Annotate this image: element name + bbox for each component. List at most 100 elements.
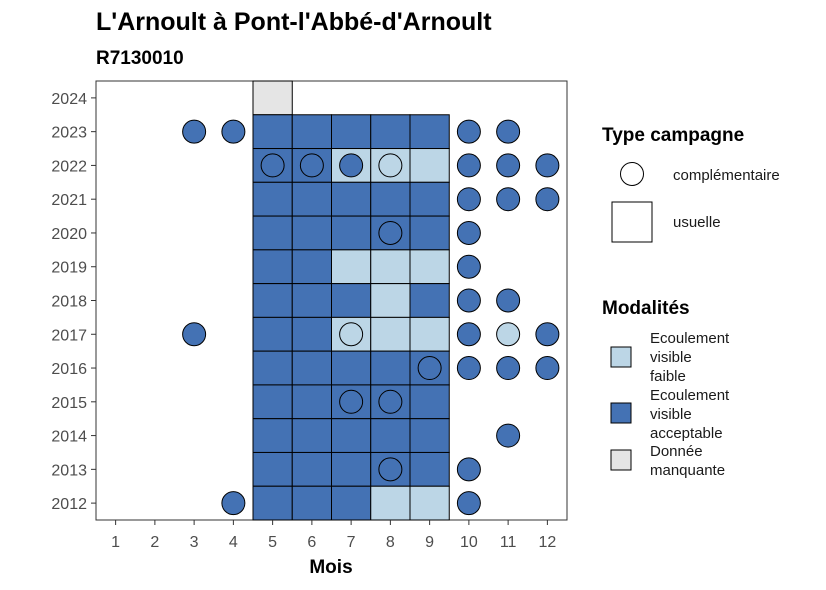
point-2015-7 (339, 389, 364, 414)
tile-2018-9 (409, 283, 450, 318)
point-2017-7 (339, 322, 364, 347)
tile-2014-5 (252, 418, 293, 453)
legend-label-line: visible (650, 349, 692, 366)
tile-2020-6 (291, 215, 332, 251)
legend-label-line: acceptable (650, 425, 723, 442)
y-tick-label-2024: 2024 (51, 91, 87, 108)
x-axis: 1 2 3 4 5 6 7 8 9 10 11 12 (111, 520, 556, 551)
legend-label-donnee-manquante: Donnée manquante (650, 443, 725, 479)
point-2017-11 (496, 322, 521, 347)
y-tick-label-2013: 2013 (51, 462, 87, 479)
point-2014-11 (496, 423, 521, 448)
point-2013-8 (378, 457, 403, 482)
tile-2012-9 (409, 485, 450, 521)
chart-title: L'Arnoult à Pont-l'Abbé-d'Arnoult (96, 8, 492, 36)
tile-2014-9 (409, 418, 450, 453)
legend-modalites-title: Modalités (602, 298, 690, 319)
legend-type-title: Type campagne (602, 125, 744, 146)
point-2021-10 (456, 187, 481, 212)
point-2013-10 (456, 457, 481, 482)
point-2019-10 (456, 254, 481, 279)
tile-2012-7 (331, 485, 372, 521)
y-tick-label-2015: 2015 (51, 395, 87, 412)
legend-label-ecoulement-visible-faible: Ecoulement visible faible (650, 330, 730, 385)
tile-2020-7 (331, 215, 372, 251)
x-tick-label-12: 12 (538, 534, 556, 551)
legend-key-donnee-manquante (610, 449, 632, 471)
tile-2016-7 (331, 350, 372, 386)
tile-2023-9 (409, 114, 450, 150)
x-tick-label-2: 2 (150, 534, 159, 551)
legend-key-ecoulement-visible-faible (610, 346, 632, 368)
point-2017-3 (182, 322, 207, 347)
tile-2014-7 (331, 418, 372, 453)
tile-2023-8 (370, 114, 411, 150)
tile-2019-9 (409, 249, 450, 285)
point-2022-7 (339, 153, 364, 178)
y-tick-label-2018: 2018 (51, 294, 87, 311)
y-tick-label-2019: 2019 (51, 260, 87, 277)
tile-2019-6 (291, 249, 332, 285)
tile-2019-8 (370, 249, 411, 285)
point-layer (182, 119, 560, 516)
y-tick-label-2023: 2023 (51, 125, 87, 142)
x-tick-label-6: 6 (307, 534, 316, 551)
point-2022-11 (496, 153, 521, 178)
point-2023-4 (221, 119, 246, 144)
tile-2013-5 (252, 451, 293, 487)
tile-2017-5 (252, 316, 293, 352)
x-tick-label-11: 11 (500, 534, 517, 551)
tile-2017-8 (370, 316, 411, 352)
point-2022-6 (299, 153, 324, 178)
y-tick-label-2022: 2022 (51, 158, 87, 175)
legend-modalites: Modalités Ecoulement visible faible Ecoulem… (602, 298, 730, 479)
point-2020-8 (378, 220, 403, 245)
legend-label-usuelle: usuelle (673, 214, 721, 231)
tile-2021-8 (370, 181, 411, 217)
y-tick-label-2016: 2016 (51, 361, 87, 378)
point-2018-10 (456, 288, 481, 313)
point-2022-5 (260, 153, 285, 178)
tile-2018-6 (291, 283, 332, 318)
tile-2012-5 (252, 485, 293, 521)
point-2022-8 (378, 153, 403, 178)
tile-2012-6 (291, 485, 332, 521)
x-tick-label-4: 4 (229, 534, 238, 551)
tile-2021-6 (291, 181, 332, 217)
point-2016-9 (417, 356, 442, 381)
tile-2018-5 (252, 283, 293, 318)
tile-2015-5 (252, 384, 293, 420)
point-2012-10 (456, 491, 481, 516)
tile-2024-5 (252, 80, 293, 116)
point-2012-4 (221, 491, 246, 516)
tile-2023-6 (291, 114, 332, 150)
y-axis: 2024 2023 2022 2021 2020 2019 2018 2017 2016 2015… (51, 91, 96, 513)
y-tick-label-2020: 2020 (51, 226, 87, 243)
tile-2013-7 (331, 451, 372, 487)
tile-2016-5 (252, 350, 293, 386)
point-2016-10 (456, 356, 481, 381)
tile-2021-5 (252, 181, 293, 217)
tile-2016-6 (291, 350, 332, 386)
chart-subtitle: R7130010 (96, 48, 184, 69)
tile-2014-8 (370, 418, 411, 453)
legend-key-ecoulement-visible-acceptable (610, 402, 632, 424)
x-tick-label-7: 7 (347, 534, 356, 551)
x-axis-title: Mois (309, 557, 352, 578)
tile-2018-7 (331, 283, 372, 318)
x-tick-label-9: 9 (425, 534, 434, 551)
x-tick-label-10: 10 (460, 534, 478, 551)
y-tick-label-2021: 2021 (51, 192, 87, 209)
tile-2020-5 (252, 215, 293, 251)
tile-2014-6 (291, 418, 332, 453)
point-2022-12 (535, 153, 560, 178)
y-tick-label-2014: 2014 (51, 429, 87, 446)
tile-2012-8 (370, 485, 411, 521)
tile-2015-9 (409, 384, 450, 420)
legend-label-line: Ecoulement (650, 387, 730, 404)
tile-2019-5 (252, 249, 293, 285)
x-tick-label-3: 3 (190, 534, 199, 551)
point-2017-12 (535, 322, 560, 347)
x-tick-label-1: 1 (111, 534, 120, 551)
